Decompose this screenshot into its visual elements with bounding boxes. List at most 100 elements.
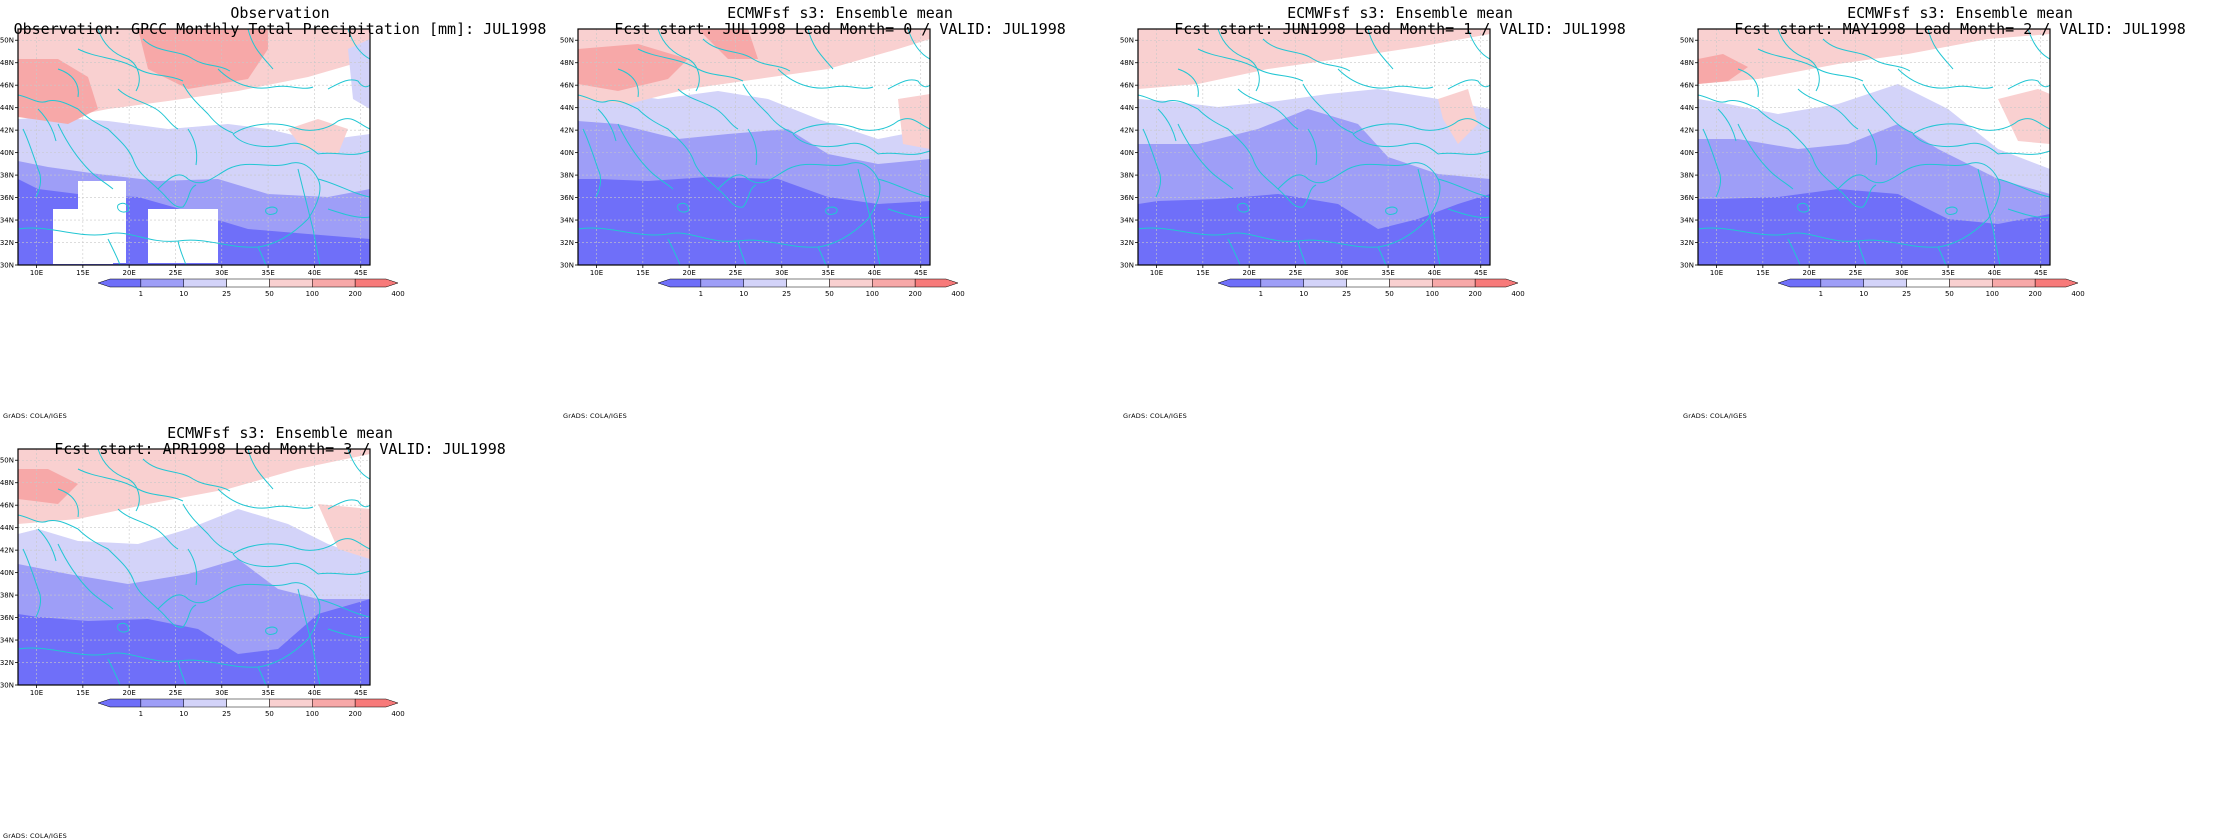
panel-title: ECMWFsf s3: Ensemble mean [1287, 4, 1513, 22]
shading-region [1698, 189, 2050, 265]
colorbar-swatch [1389, 278, 1433, 288]
lon-tick-label: 30E [215, 689, 228, 697]
colorbar-swatch [1992, 278, 2036, 288]
precipitation-map: 50N 48N 46N 44N 42N 40N 38N 36N 34N 32N 30N 10E 15E 2… [560, 28, 965, 298]
panel-subtitle: Observation: GPCC Monthly Total Precipit… [13, 20, 547, 38]
lat-tick-label: 42N [0, 547, 14, 555]
lat-tick-label: 38N [0, 592, 14, 600]
coastlines [1698, 29, 2050, 265]
lat-tick-label: 36N [560, 194, 574, 202]
colorbar-label: 50 [1945, 290, 1954, 298]
colorbar-swatch [872, 278, 916, 288]
lon-tick-label: 35E [261, 269, 274, 277]
lon-tick-label: 45E [1474, 269, 1487, 277]
lon-tick-label: 20E [122, 269, 135, 277]
colorbar-label: 400 [391, 710, 404, 718]
lon-tick-label: 15E [76, 269, 89, 277]
colorbar-swatch [354, 278, 399, 288]
lon-tick-label: 15E [636, 269, 649, 277]
graticule [18, 29, 370, 265]
colorbar-swatch [1303, 278, 1347, 288]
grads-credit: GrADS: COLA/IGES [1123, 412, 1187, 420]
colorbar-label: 400 [391, 290, 404, 298]
lon-tick-label: 20E [122, 689, 135, 697]
lon-tick-label: 45E [2034, 269, 2047, 277]
shading-region [18, 469, 78, 504]
colorbar-swatch [914, 278, 959, 288]
map-panel: 50N 48N 46N 44N 42N 40N 38N 36N 34N 32N 30N 10E 15E 2… [1120, 0, 1680, 420]
map-panel: 50N 48N 46N 44N 42N 40N 38N 36N 34N 32N 30N 10E 15E 2… [560, 0, 1120, 420]
colorbar-swatch [743, 278, 787, 288]
precipitation-map: 50N 48N 46N 44N 42N 40N 38N 36N 34N 32N 30N 10E 15E 2… [1680, 28, 2085, 298]
colorbar: 1 10 25 50 100 200 400 [1777, 278, 2085, 298]
shading-region [1698, 54, 1748, 84]
colorbar-label: 50 [1385, 290, 1394, 298]
map-panel: 50N 48N 46N 44N 42N 40N 38N 36N 34N 32N 30N 10E 15E 2… [0, 0, 560, 420]
lat-tick-label: 36N [0, 614, 14, 622]
colorbar-label: 200 [348, 710, 361, 718]
shading-region [578, 44, 688, 91]
lat-tick-label: 48N [0, 479, 14, 487]
lat-tick-label: 36N [0, 194, 14, 202]
lat-tick-label: 36N [1680, 194, 1694, 202]
panel-title: ECMWFsf s3: Ensemble mean [727, 4, 953, 22]
graticule [578, 29, 930, 265]
colorbar-label: 200 [1468, 290, 1481, 298]
panel-title: Observation [230, 4, 330, 22]
lon-tick-label: 40E [1428, 269, 1441, 277]
colorbar-swatch [1863, 278, 1907, 288]
lon-tick-label: 10E [590, 269, 603, 277]
colorbar-swatch [269, 278, 313, 288]
lon-tick-label: 45E [354, 269, 367, 277]
lat-tick-label: 50N [0, 37, 14, 45]
precipitation-map: 50N 48N 46N 44N 42N 40N 38N 36N 34N 32N 30N 10E 15E 2… [0, 448, 405, 718]
grads-credit: GrADS: COLA/IGES [3, 832, 67, 840]
colorbar-swatch [786, 278, 830, 288]
lon-tick-label: 30E [1335, 269, 1348, 277]
colorbar-swatch [354, 698, 399, 708]
colorbar-label: 1 [1259, 290, 1263, 298]
lon-tick-label: 15E [1756, 269, 1769, 277]
colorbar-swatch [700, 278, 744, 288]
lat-tick-label: 34N [0, 217, 14, 225]
colorbar-swatch [312, 278, 356, 288]
lon-tick-label: 10E [1150, 269, 1163, 277]
colorbar-label: 1 [699, 290, 703, 298]
lat-tick-label: 34N [1680, 217, 1694, 225]
colorbar-label: 50 [825, 290, 834, 298]
lat-tick-label: 46N [0, 82, 14, 90]
lat-tick-label: 48N [560, 59, 574, 67]
lon-tick-label: 25E [169, 689, 182, 697]
colorbar-label: 100 [306, 290, 319, 298]
colorbar-swatch [1777, 278, 1822, 288]
lat-tick-label: 30N [560, 262, 574, 270]
lat-tick-label: 32N [0, 659, 14, 667]
lat-tick-label: 46N [1120, 82, 1134, 90]
colorbar-label: 10 [1299, 290, 1308, 298]
lon-tick-label: 40E [868, 269, 881, 277]
colorbar-swatch [657, 278, 702, 288]
shading-region [318, 504, 370, 559]
colorbar-label: 25 [782, 290, 791, 298]
lat-tick-label: 42N [0, 127, 14, 135]
shading-region [1698, 29, 2050, 84]
shading-region [578, 177, 930, 265]
colorbar-label: 200 [348, 290, 361, 298]
lat-tick-label: 38N [560, 172, 574, 180]
lat-tick-label: 44N [1680, 104, 1694, 112]
colorbar-swatch [1906, 278, 1950, 288]
colorbar-swatch [1949, 278, 1993, 288]
shading-region [1138, 194, 1490, 265]
colorbar-swatch [183, 698, 227, 708]
lon-tick-label: 30E [775, 269, 788, 277]
shading-region [698, 29, 758, 59]
lat-tick-label: 44N [0, 524, 14, 532]
coastlines [1138, 29, 1490, 265]
shading-region [898, 94, 930, 149]
lat-tick-label: 32N [1680, 239, 1694, 247]
colorbar-label: 25 [1342, 290, 1351, 298]
lon-tick-label: 45E [354, 689, 367, 697]
lon-tick-label: 40E [308, 689, 321, 697]
lat-tick-label: 46N [560, 82, 574, 90]
colorbar-swatch [1820, 278, 1864, 288]
